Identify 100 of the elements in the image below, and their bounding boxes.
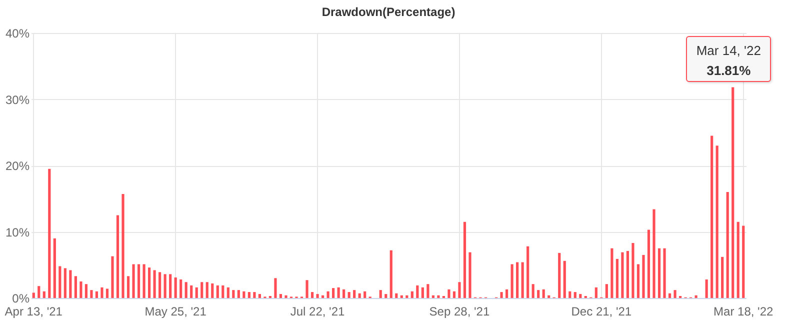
- bar: [636, 264, 640, 298]
- bar: [337, 287, 340, 298]
- bar: [616, 258, 618, 298]
- bar: [390, 250, 392, 298]
- bar: [632, 243, 634, 298]
- bar: [726, 192, 729, 298]
- bar: [574, 292, 576, 298]
- bar: [190, 285, 193, 298]
- bar: [500, 292, 503, 298]
- bar: [137, 264, 140, 298]
- bar: [721, 256, 724, 298]
- y-tick-label: 20%: [5, 159, 30, 173]
- bar: [516, 262, 519, 298]
- bar: [32, 292, 35, 298]
- bar: [48, 168, 51, 298]
- bar: [537, 290, 540, 298]
- bar: [594, 287, 598, 298]
- bar: [521, 262, 524, 298]
- bar: [316, 294, 319, 298]
- bar: [169, 274, 172, 298]
- bar: [379, 290, 382, 298]
- bar: [69, 270, 72, 298]
- bar: [100, 287, 104, 298]
- bar: [626, 250, 630, 298]
- bar: [106, 288, 109, 298]
- bar: [237, 290, 240, 298]
- bar: [184, 282, 188, 298]
- bar: [132, 264, 135, 298]
- bar: [705, 279, 708, 298]
- y-tick-label: 0%: [12, 292, 30, 306]
- x-tick-label: Dec 21, '21: [571, 304, 632, 318]
- bar: [195, 287, 198, 298]
- bar: [384, 294, 388, 298]
- bar: [568, 291, 572, 298]
- bar: [732, 87, 734, 298]
- bar: [452, 291, 456, 298]
- bar: [74, 276, 77, 298]
- bar: [53, 238, 56, 298]
- bar: [563, 260, 566, 298]
- bar: [579, 294, 582, 298]
- bar: [226, 287, 230, 298]
- bar: [647, 230, 650, 298]
- bar: [353, 290, 356, 298]
- bar: [258, 294, 261, 298]
- bar: [736, 222, 740, 298]
- bar: [532, 284, 534, 298]
- bar: [674, 290, 676, 298]
- bar: [216, 285, 219, 298]
- bar: [206, 282, 208, 298]
- bar: [122, 194, 124, 298]
- bar: [710, 136, 714, 298]
- bar: [211, 283, 214, 298]
- bar: [126, 276, 130, 298]
- bar: [174, 277, 177, 298]
- bar: [463, 222, 466, 298]
- bar: [610, 248, 614, 298]
- bar: [668, 293, 672, 298]
- bar: [605, 284, 608, 298]
- bar: [242, 291, 246, 298]
- bar: [468, 252, 472, 298]
- bar: [542, 289, 545, 298]
- y-tick-label: 40%: [5, 26, 30, 40]
- bar: [652, 209, 656, 298]
- bar: [111, 256, 114, 298]
- annotation: Mar 14, '22: [696, 42, 761, 60]
- bar: [153, 270, 156, 298]
- chart-title: Drawdown(Percentage): [322, 5, 456, 19]
- bar: [426, 284, 430, 298]
- x-tick-label: Jul 22, '21: [290, 304, 346, 318]
- bar: [505, 289, 508, 298]
- bar: [348, 292, 350, 298]
- bar: [232, 290, 235, 298]
- bar: [200, 282, 204, 298]
- bar: [95, 291, 98, 298]
- bar: [80, 281, 82, 298]
- bar: [742, 226, 745, 298]
- bar: [279, 294, 282, 298]
- x-tick-label: Apr 13, '21: [4, 304, 63, 318]
- bar: [716, 146, 718, 298]
- y-tick-label: 10%: [5, 225, 30, 240]
- x-tick-label: Sep 28, '21: [429, 304, 490, 318]
- bar: [326, 291, 330, 298]
- bar: [358, 293, 361, 298]
- bar: [458, 282, 461, 298]
- bar: [58, 266, 62, 298]
- data-label: 31.81%: [706, 62, 752, 80]
- bar: [164, 274, 166, 298]
- y-tick-label: 30%: [5, 92, 30, 107]
- bar: [38, 286, 40, 298]
- bar: [416, 285, 419, 298]
- bar: [42, 291, 46, 298]
- bar: [310, 292, 314, 298]
- x-tick-label: May 25, '21: [144, 304, 207, 318]
- bar: [148, 268, 151, 298]
- tooltip-box: Mar 14, '22 31.81%: [686, 36, 771, 82]
- bar: [116, 215, 120, 298]
- bar: [342, 289, 346, 298]
- bar: [642, 254, 645, 298]
- bar: [332, 288, 335, 298]
- bar: [248, 292, 250, 298]
